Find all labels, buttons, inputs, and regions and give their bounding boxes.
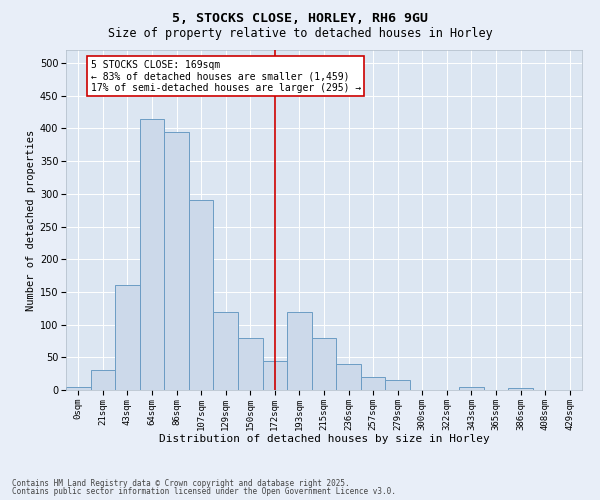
Text: 5, STOCKS CLOSE, HORLEY, RH6 9GU: 5, STOCKS CLOSE, HORLEY, RH6 9GU xyxy=(172,12,428,26)
Bar xyxy=(91,370,115,390)
Bar xyxy=(508,388,533,390)
Bar xyxy=(214,312,238,390)
Text: Size of property relative to detached houses in Horley: Size of property relative to detached ho… xyxy=(107,28,493,40)
Bar xyxy=(312,338,336,390)
Bar xyxy=(189,200,214,390)
Bar xyxy=(263,360,287,390)
Bar xyxy=(238,338,263,390)
Bar xyxy=(115,286,140,390)
Bar xyxy=(459,386,484,390)
Bar xyxy=(385,380,410,390)
Bar xyxy=(66,386,91,390)
Y-axis label: Number of detached properties: Number of detached properties xyxy=(26,130,35,310)
Text: Contains public sector information licensed under the Open Government Licence v3: Contains public sector information licen… xyxy=(12,487,396,496)
X-axis label: Distribution of detached houses by size in Horley: Distribution of detached houses by size … xyxy=(158,434,490,444)
Bar xyxy=(164,132,189,390)
Bar xyxy=(140,118,164,390)
Bar xyxy=(336,364,361,390)
Bar xyxy=(287,312,312,390)
Text: Contains HM Land Registry data © Crown copyright and database right 2025.: Contains HM Land Registry data © Crown c… xyxy=(12,478,350,488)
Text: 5 STOCKS CLOSE: 169sqm
← 83% of detached houses are smaller (1,459)
17% of semi-: 5 STOCKS CLOSE: 169sqm ← 83% of detached… xyxy=(91,60,361,93)
Bar xyxy=(361,377,385,390)
